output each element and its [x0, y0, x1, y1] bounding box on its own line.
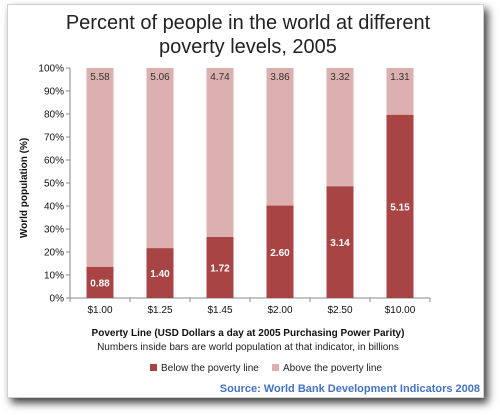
legend-swatch-below [150, 364, 157, 371]
x-tick-label: $1.45 [207, 305, 232, 316]
chart-title-line-2: poverty levels, 2005 [159, 36, 337, 58]
bar-below-4 [326, 186, 354, 298]
bar-label-above-3: 3.86 [270, 72, 290, 83]
x-tick-label: $10.00 [385, 305, 416, 316]
bar-label-above-1: 5.06 [150, 72, 170, 83]
y-tick-label: 50% [44, 179, 64, 190]
x-tick-label: $2.50 [327, 305, 352, 316]
chart-frame: Percent of people in the world at differ… [7, 4, 484, 398]
bar-label-below-1: 1.40 [150, 269, 170, 280]
bar-label-below-4: 3.14 [330, 238, 350, 249]
x-tick-label: $2.00 [267, 305, 292, 316]
source-text: Source: World Bank Development Indicator… [220, 383, 480, 395]
bar-above-0 [86, 68, 114, 267]
x-axis-title: Poverty Line (USD Dollars a day at 2005 … [92, 328, 405, 339]
bar-label-below-2: 1.72 [210, 263, 230, 274]
x-tick-label: $1.00 [87, 305, 112, 316]
legend: Below the poverty line Above the poverty… [150, 363, 382, 374]
plot-area: 0% 10% 20% 30% 40% 50% 60% 70% 80% 90% 100% 0.88 5.5… [38, 64, 431, 316]
bar-below-0 [86, 266, 114, 298]
x-tick-label: $1.25 [147, 305, 172, 316]
bar-below-3 [266, 205, 294, 298]
y-tick-label: 40% [44, 202, 64, 213]
legend-swatch-above [272, 364, 279, 371]
y-tick-label: 70% [44, 133, 64, 144]
y-axis-title: World population (%) [19, 138, 30, 238]
bar-label-below-3: 2.60 [270, 248, 290, 259]
bar-label-above-0: 5.58 [90, 72, 110, 83]
bar-above-4 [326, 68, 354, 187]
bar-label-above-4: 3.32 [330, 72, 350, 83]
y-tick-label: 10% [44, 271, 64, 282]
y-tick-label: 100% [38, 64, 64, 75]
bar-label-above-5: 1.31 [390, 72, 410, 83]
y-tick-label: 20% [44, 248, 64, 259]
bar-label-below-5: 5.15 [390, 202, 410, 213]
bar-label-below-0: 0.88 [90, 278, 110, 289]
y-tick-label: 90% [44, 87, 64, 98]
bar-above-5 [386, 68, 414, 115]
bar-label-above-2: 4.74 [210, 72, 230, 83]
chart-svg: Percent of people in the world at differ… [19, 12, 480, 395]
legend-label-above: Above the poverty line [283, 363, 382, 374]
y-tick-label: 60% [44, 156, 64, 167]
bar-above-3 [266, 68, 294, 206]
legend-label-below: Below the poverty line [161, 363, 259, 374]
bar-above-2 [206, 68, 234, 237]
bar-below-1 [146, 248, 174, 298]
bar-above-1 [146, 68, 174, 249]
bar-below-2 [206, 236, 234, 298]
bar-below-5 [386, 114, 414, 298]
y-tick-label: 30% [44, 225, 64, 236]
chart-note: Numbers inside bars are world population… [97, 342, 399, 353]
chart-title-line-1: Percent of people in the world at differ… [66, 12, 431, 34]
y-tick-label: 80% [44, 110, 64, 121]
y-tick-label: 0% [50, 294, 65, 305]
